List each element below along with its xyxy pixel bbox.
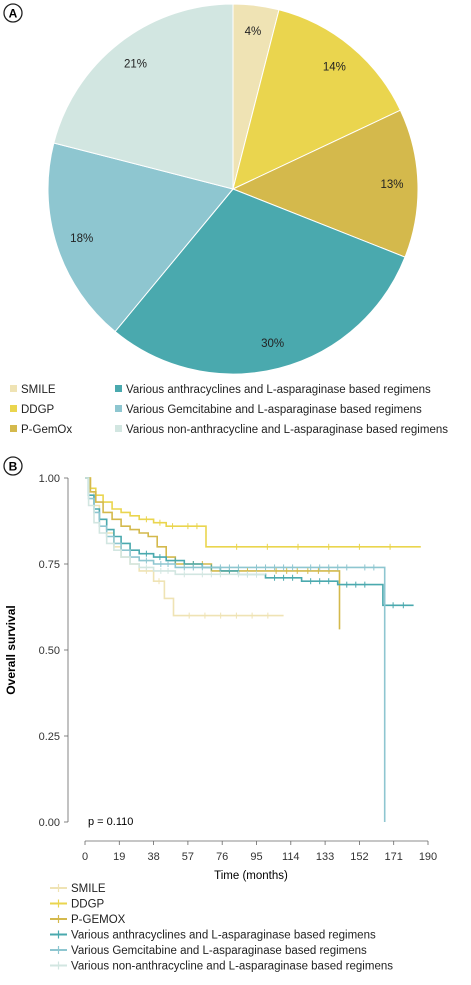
legend-swatch-smile bbox=[10, 385, 17, 392]
legend-label-various-anthracyclines-and-l-asparaginase-based-regimens: Various anthracyclines and L-asparaginas… bbox=[71, 930, 376, 942]
pie-slice-ddgp bbox=[232, 9, 402, 190]
x-tick-label: 171 bbox=[385, 851, 403, 863]
x-tick-label: 0 bbox=[82, 851, 88, 863]
legend-label-various-non-anthracycline-and-l-asparaginase-based-regimens: Various non-anthracycline and L-asparagi… bbox=[71, 961, 393, 973]
y-tick-label: 0.25 bbox=[39, 731, 60, 743]
legend-label-ddgp: DDGP bbox=[71, 899, 105, 911]
km-axes: 0.00 0.25 0.50 0.75 1.00 0 19 38 57 76 95 114 133 152… bbox=[39, 473, 438, 863]
panel-b-letter: B bbox=[9, 460, 18, 474]
legend-swatch-various-gemcitabine-and-l-asparaginase-based-regimens bbox=[115, 405, 122, 412]
x-tick-label: 114 bbox=[282, 851, 300, 863]
y-tick-label: 0.50 bbox=[39, 645, 60, 657]
x-tick-label: 152 bbox=[350, 851, 368, 863]
y-tick-label: 1.00 bbox=[39, 473, 60, 485]
y-tick-label: 0.75 bbox=[39, 559, 60, 571]
panel-a-label: A bbox=[3, 3, 23, 23]
km-line-ddgp bbox=[85, 477, 421, 548]
pie-label-p-gemox: 13% bbox=[380, 179, 403, 191]
legend-swatch-various-non-anthracycline-and-l-asparaginase-based-regimens bbox=[115, 425, 122, 432]
legend-label-various-gemcitabine-and-l-asparaginase-based-regimens: Various Gemcitabine and L-asparaginase b… bbox=[71, 945, 367, 957]
pie-slice-various-non-anthracycline-and-l-asparaginase-based-regimens bbox=[53, 3, 234, 190]
pie-label-ddgp: 14% bbox=[323, 61, 346, 73]
km-line-various-non-anthracycline-and-l-asparaginase-based-regimens bbox=[85, 477, 266, 576]
pie-slice-various-anthracyclines-and-l-asparaginase-based-regimens bbox=[114, 188, 406, 375]
panel-b-label: B bbox=[3, 456, 23, 476]
pie-slice-p-gemox bbox=[231, 109, 419, 258]
panel-a-letter: A bbox=[9, 7, 18, 21]
x-axis-label: Time (months) bbox=[214, 870, 288, 882]
km-lines bbox=[85, 477, 421, 822]
legend-label-various-gemcitabine-and-l-asparaginase-based-regimens: Various Gemcitabine and L-asparaginase b… bbox=[126, 404, 422, 416]
legend-label-smile: SMILE bbox=[71, 883, 106, 895]
legend-label-various-non-anthracycline-and-l-asparaginase-based-regimens: Various non-anthracycline and L-asparagi… bbox=[126, 424, 448, 436]
x-tick-label: 38 bbox=[147, 851, 159, 863]
pie-label-various-gemcitabine-and-l-asparaginase-based-regimens: 18% bbox=[70, 233, 93, 245]
x-tick-label: 190 bbox=[419, 851, 437, 863]
legend-label-various-anthracyclines-and-l-asparaginase-based-regimens: Various anthracyclines and L-asparaginas… bbox=[126, 384, 431, 396]
p-value-annotation: p = 0.110 bbox=[88, 816, 133, 828]
pie-chart: 4% 14% 13% 30% 18% 21% bbox=[47, 3, 419, 375]
pie-label-various-anthracyclines-and-l-asparaginase-based-regimens: 30% bbox=[261, 338, 284, 350]
legend-label-smile: SMILE bbox=[21, 384, 56, 396]
x-tick-label: 19 bbox=[113, 851, 125, 863]
km-line-p-gemox bbox=[85, 477, 341, 630]
pie-label-smile: 4% bbox=[245, 26, 262, 38]
legend-label-ddgp: DDGP bbox=[21, 404, 55, 416]
km-line-various-anthracyclines-and-l-asparaginase-based-regimens bbox=[85, 477, 414, 607]
y-tick-label: 0.00 bbox=[39, 817, 60, 829]
pie-slice-various-gemcitabine-and-l-asparaginase-based-regimens bbox=[47, 142, 234, 333]
x-tick-label: 76 bbox=[216, 851, 228, 863]
legend-label-p-gemox: P-GemOx bbox=[21, 424, 72, 436]
pie-label-various-non-anthracycline-and-l-asparaginase-based-regimens: 21% bbox=[124, 58, 147, 70]
legend-swatch-ddgp bbox=[10, 405, 17, 412]
x-tick-label: 57 bbox=[182, 851, 194, 863]
x-tick-label: 133 bbox=[316, 851, 334, 863]
legend-swatch-various-anthracyclines-and-l-asparaginase-based-regimens bbox=[115, 385, 122, 392]
pie-legend: SMILE DDGP P-GemOx Various anthracyclines a… bbox=[10, 384, 448, 436]
km-legend: SMILE DDGP P-GEMOX Various anthracyclines a… bbox=[50, 883, 393, 973]
x-tick-label: 95 bbox=[250, 851, 262, 863]
y-axis-label: Overall survival bbox=[4, 605, 18, 694]
legend-label-p-gemox: P-GEMOX bbox=[71, 914, 126, 926]
legend-swatch-p-gemox bbox=[10, 425, 17, 432]
